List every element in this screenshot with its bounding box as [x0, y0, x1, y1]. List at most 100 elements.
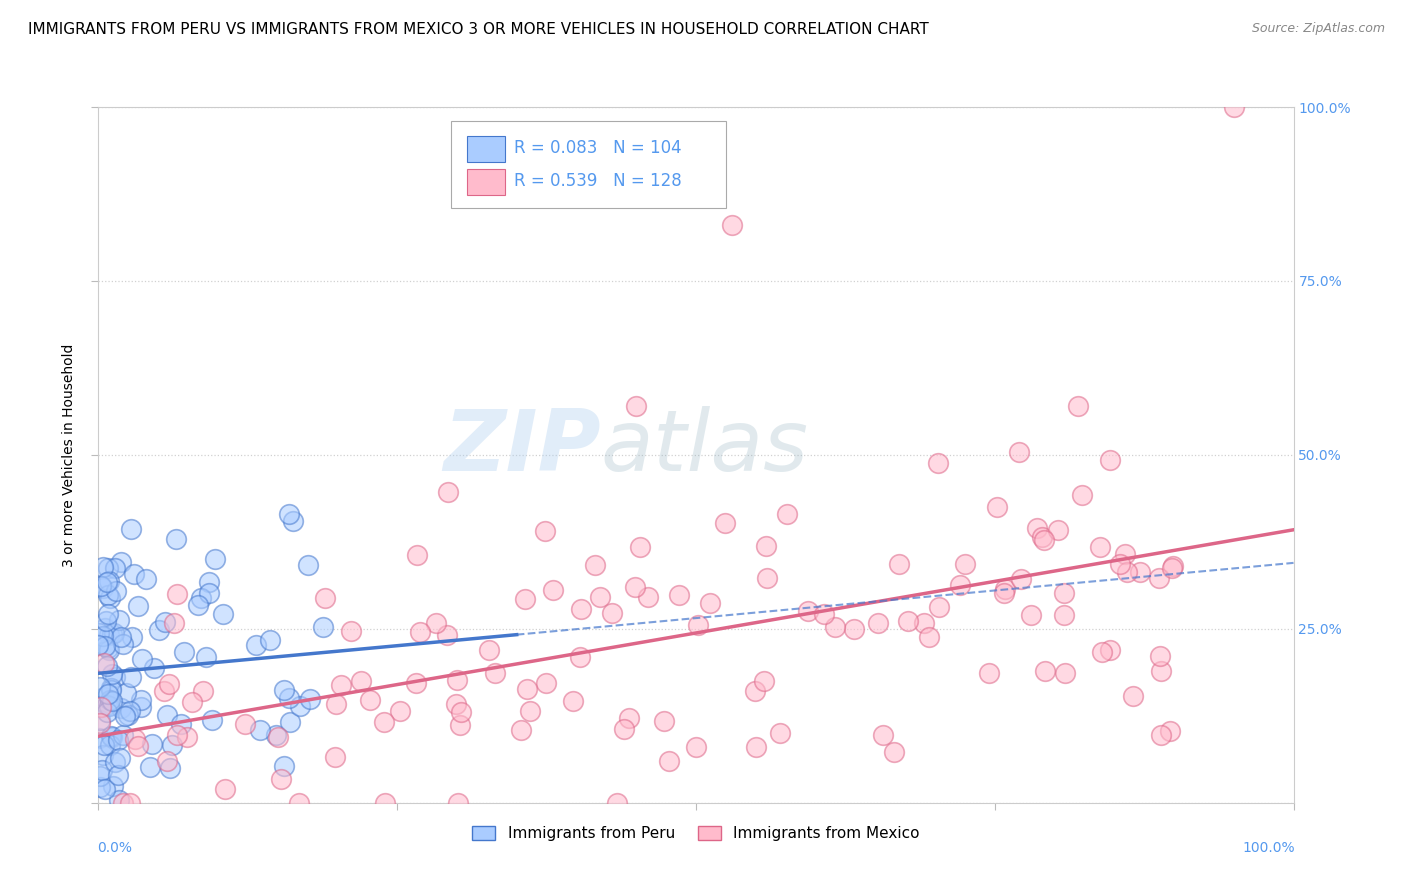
- FancyBboxPatch shape: [467, 169, 505, 195]
- Point: [699, 596, 721, 610]
- Point: [91, 581, 114, 595]
- Point: [1159, 724, 1181, 739]
- Point: [797, 604, 820, 618]
- Point: [756, 571, 779, 585]
- Point: [1053, 586, 1076, 600]
- Point: [87, 626, 110, 640]
- Point: [153, 615, 176, 629]
- Point: [752, 673, 775, 688]
- Point: [107, 613, 129, 627]
- Point: [329, 678, 352, 692]
- Point: [100, 627, 122, 641]
- Point: [842, 622, 865, 636]
- Point: [484, 666, 506, 681]
- Point: [986, 500, 1008, 514]
- Point: [1149, 648, 1171, 663]
- Text: ZIP: ZIP: [443, 407, 600, 490]
- Point: [169, 717, 191, 731]
- Point: [96, 659, 118, 673]
- Point: [1099, 643, 1122, 657]
- Point: [139, 760, 162, 774]
- Point: [114, 709, 136, 723]
- Point: [97, 686, 120, 700]
- Point: [91, 747, 114, 762]
- Point: [91, 629, 114, 643]
- Point: [91, 559, 114, 574]
- Point: [288, 698, 311, 713]
- Point: [131, 652, 153, 666]
- Point: [617, 711, 640, 725]
- Point: [93, 782, 115, 797]
- Point: [143, 661, 166, 675]
- Point: [98, 739, 121, 753]
- Point: [159, 760, 181, 774]
- Point: [1021, 607, 1043, 622]
- Point: [994, 582, 1017, 596]
- Point: [668, 588, 690, 602]
- Point: [100, 681, 122, 695]
- Point: [110, 555, 132, 569]
- Point: [87, 638, 110, 652]
- Point: [868, 615, 890, 630]
- Point: [1161, 559, 1184, 574]
- Point: [105, 583, 128, 598]
- Point: [1010, 572, 1032, 586]
- Point: [100, 682, 122, 697]
- Point: [156, 754, 179, 768]
- Point: [198, 586, 221, 600]
- Point: [1122, 690, 1144, 704]
- Point: [98, 693, 121, 707]
- Point: [1147, 571, 1170, 585]
- Point: [776, 507, 799, 521]
- Point: [1150, 665, 1173, 679]
- Point: [131, 699, 153, 714]
- Point: [204, 552, 226, 566]
- Point: [297, 558, 319, 572]
- Point: [98, 698, 121, 713]
- Point: [1007, 445, 1029, 459]
- Point: [93, 738, 115, 752]
- Point: [89, 716, 111, 731]
- Point: [277, 508, 299, 522]
- Point: [111, 728, 134, 742]
- Point: [104, 755, 127, 769]
- Text: 100.0%: 100.0%: [1241, 841, 1295, 855]
- Point: [270, 772, 292, 786]
- Point: [685, 740, 707, 755]
- Point: [108, 793, 131, 807]
- Point: [165, 532, 187, 546]
- Point: [148, 623, 170, 637]
- Point: [1070, 487, 1092, 501]
- Point: [912, 616, 935, 631]
- Point: [121, 630, 143, 644]
- Point: [193, 683, 215, 698]
- Text: R = 0.539   N = 128: R = 0.539 N = 128: [515, 172, 682, 191]
- Point: [98, 591, 121, 605]
- Point: [1091, 645, 1114, 659]
- Point: [872, 728, 894, 742]
- Point: [89, 680, 111, 694]
- Point: [745, 740, 768, 755]
- Point: [141, 737, 163, 751]
- Point: [1033, 664, 1056, 678]
- Point: [948, 578, 970, 592]
- Point: [245, 639, 267, 653]
- Point: [516, 681, 538, 696]
- Point: [288, 796, 311, 810]
- Point: [713, 516, 735, 530]
- Point: [94, 621, 117, 635]
- Point: [1031, 530, 1053, 544]
- Point: [96, 706, 118, 720]
- Point: [1108, 558, 1130, 572]
- Point: [824, 620, 846, 634]
- Point: [212, 607, 235, 621]
- Point: [273, 682, 295, 697]
- Point: [405, 676, 427, 690]
- Point: [1098, 452, 1121, 467]
- Point: [477, 643, 499, 657]
- Point: [883, 745, 905, 759]
- Point: [993, 586, 1015, 600]
- Legend: Immigrants from Peru, Immigrants from Mexico: Immigrants from Peru, Immigrants from Me…: [467, 820, 925, 847]
- Point: [314, 591, 336, 605]
- Point: [510, 723, 533, 738]
